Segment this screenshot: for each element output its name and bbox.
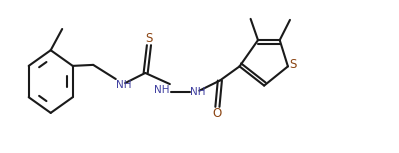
Text: O: O [213,107,222,120]
Text: NH: NH [154,85,169,95]
Text: NH: NH [116,80,131,90]
Text: S: S [145,32,153,45]
Text: S: S [289,58,296,71]
Text: NH: NH [190,87,206,97]
